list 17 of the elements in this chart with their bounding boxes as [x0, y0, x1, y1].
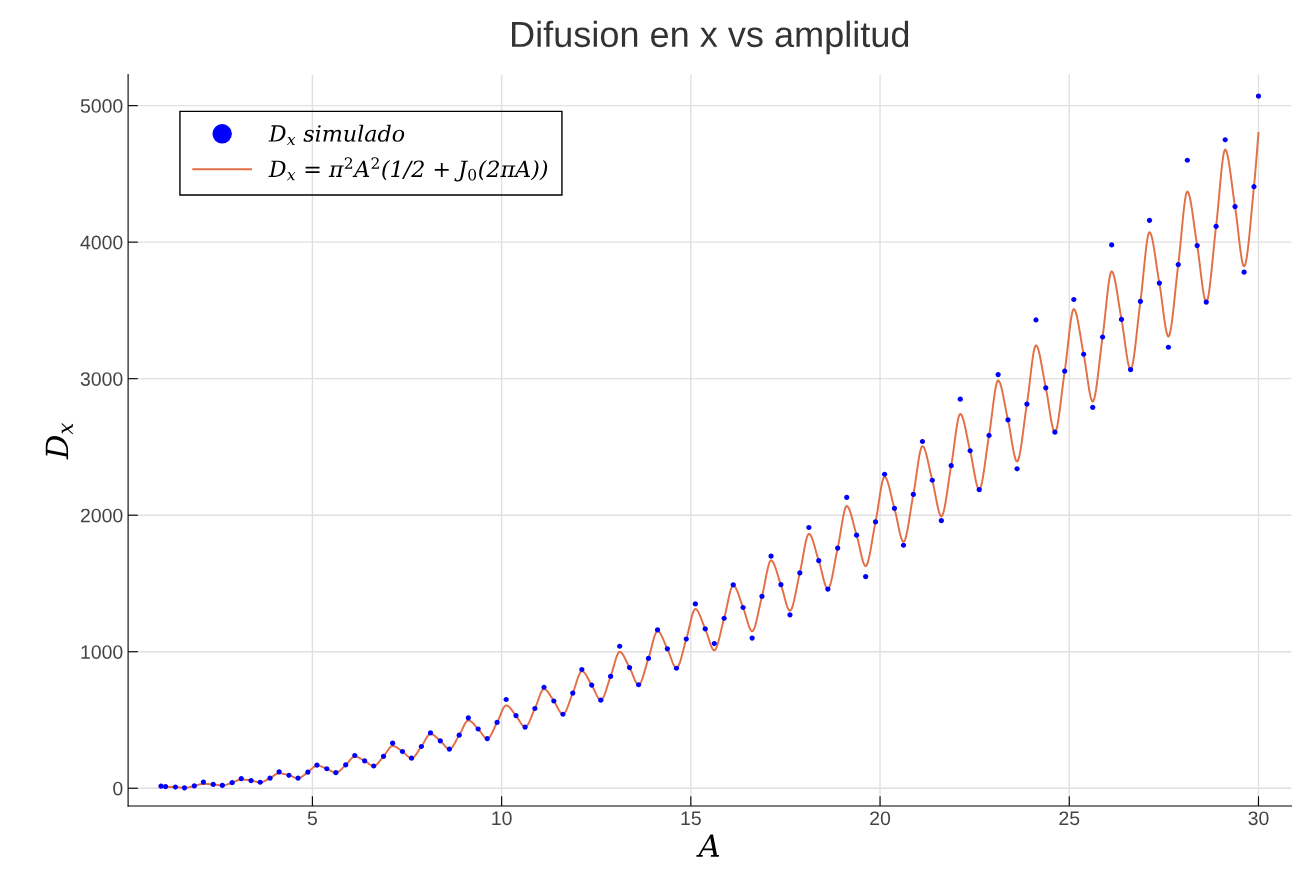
- y-tick-label: 0: [113, 781, 123, 796]
- x-axis-title: A: [696, 834, 720, 857]
- y-tick-label: 3000: [80, 372, 123, 386]
- x-tick-label: 20: [870, 811, 891, 826]
- y-tick-label: 5000: [80, 99, 123, 113]
- y-tick-label: 4000: [80, 235, 123, 250]
- legend-label: D$_{x}$ simulado: [268, 124, 405, 146]
- y-tick-label: 1000: [81, 645, 123, 659]
- x-tick-label: 10: [492, 811, 512, 826]
- y-tick-label: 2000: [80, 508, 123, 523]
- x-tick-label: 15: [681, 811, 701, 826]
- text: D$_{x}$ = π$^{2}$A$^{2}$(1/2 + J$_{0}$(2πA)): [268, 157, 548, 182]
- x-tick-label: 5: [307, 811, 317, 826]
- x-tick-label: 25: [1059, 811, 1080, 826]
- chart-title: Difusion en x vs amplitud: [512, 20, 909, 55]
- y-axis-title: D$_{x}$: [45, 422, 73, 460]
- x-tick-label: 30: [1248, 811, 1269, 826]
